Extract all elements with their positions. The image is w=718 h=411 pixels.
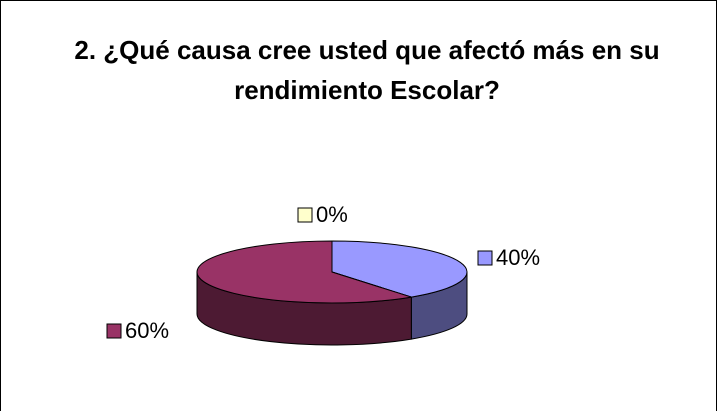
pie-slice [196,240,412,304]
legend-key [106,323,122,339]
chart-title: 2. ¿Qué causa cree usted que afectó más … [74,35,660,105]
legend-key [477,250,493,266]
data-label: 40% [496,245,540,270]
data-label: 0% [316,202,348,227]
legend-key [297,207,313,223]
pie-slice [331,240,468,298]
data-label: 60% [125,318,169,343]
